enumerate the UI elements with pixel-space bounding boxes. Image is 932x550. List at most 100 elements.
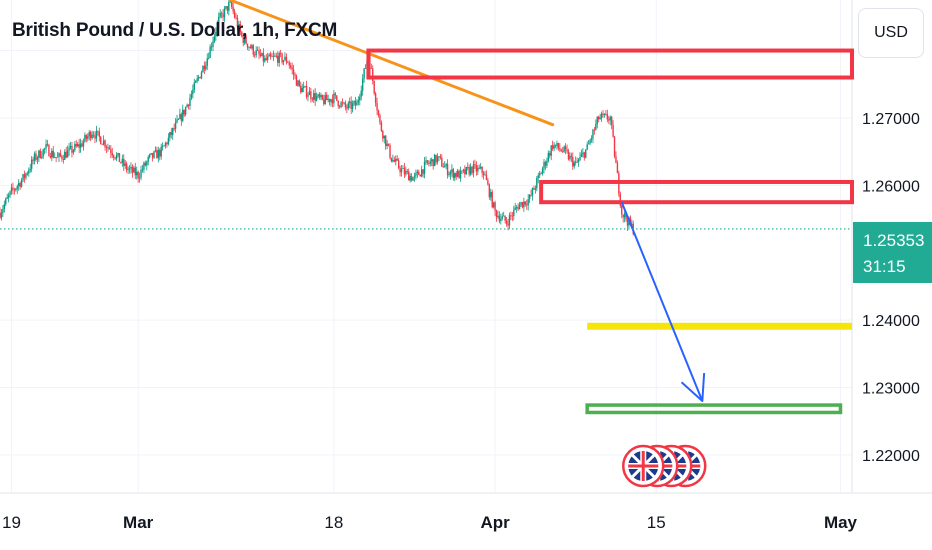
candle-body (117, 153, 119, 156)
x-tick-label: Mar (123, 513, 154, 532)
candle-body (586, 144, 588, 150)
candle-body (370, 68, 373, 69)
candle-body (583, 152, 586, 158)
currency-button[interactable]: USD (858, 8, 924, 58)
candle-body (190, 94, 193, 99)
candle-body (541, 168, 544, 174)
candle-body (341, 102, 344, 104)
candle-body (218, 16, 220, 23)
candle-body (373, 81, 375, 94)
candle-body (205, 65, 207, 70)
candle-body (549, 153, 551, 156)
candle-body (432, 159, 434, 167)
uk-flag-icon[interactable] (621, 444, 665, 488)
candle-body (147, 157, 149, 162)
candle-body (569, 155, 571, 160)
last-price-tag: 1.25353 31:15 (853, 222, 932, 283)
candle-body (186, 104, 188, 108)
candle-body (265, 58, 267, 60)
candle-body (266, 56, 269, 60)
candle-body (490, 191, 492, 198)
candle-body (605, 113, 607, 115)
candle-body (379, 115, 381, 123)
candle-body (243, 36, 246, 43)
candle-body (41, 156, 43, 158)
candle-body (87, 136, 89, 139)
candle-body (104, 140, 106, 148)
candle-body (35, 153, 37, 160)
y-tick-label: 1.24000 (862, 313, 920, 330)
candle-body (321, 95, 324, 100)
candle-body (23, 174, 26, 178)
candle-body (298, 80, 301, 86)
candle-body (161, 146, 164, 147)
candle-body (531, 188, 534, 196)
candle-body (550, 145, 552, 156)
candle-countdown: 31:15 (863, 257, 906, 276)
candle-body (61, 155, 63, 159)
candle-body (203, 65, 206, 70)
candle-body (334, 93, 337, 96)
candle-body (435, 154, 437, 163)
candle-body (349, 101, 351, 104)
candle-body (2, 209, 4, 213)
candle-body (157, 149, 160, 159)
candle-body (482, 172, 485, 175)
event-icons[interactable] (621, 444, 707, 488)
candle-body (444, 166, 446, 168)
candle-body (461, 170, 463, 172)
candle-body (268, 54, 270, 57)
candle-body (328, 98, 331, 103)
candle-body (269, 54, 272, 57)
candle-body (514, 207, 516, 210)
candle-body (275, 55, 278, 57)
candle-body (64, 151, 66, 160)
candle-body (166, 142, 168, 145)
candle-body (577, 159, 580, 163)
candle-body (110, 149, 112, 153)
candle-body (130, 166, 132, 169)
candle-body (91, 134, 93, 139)
candle-body (277, 55, 279, 63)
candle-body (271, 56, 273, 58)
candle-body (420, 169, 423, 177)
candle-body (154, 150, 157, 152)
candle-body (372, 68, 374, 82)
candle-body (346, 107, 348, 109)
candle-body (223, 8, 226, 18)
candle-body (530, 195, 532, 196)
candle-body (225, 6, 227, 9)
candle-body (261, 52, 263, 57)
candle-body (98, 131, 101, 137)
candle-body (418, 171, 420, 175)
candle-body (137, 171, 139, 179)
candle-body (236, 18, 239, 28)
candle-body (622, 214, 624, 218)
candle-body (36, 157, 39, 160)
candle-body (249, 46, 252, 49)
candle-body (560, 149, 562, 152)
candle-body (576, 161, 578, 163)
candle-body (631, 223, 633, 225)
candle-body (403, 168, 406, 175)
candle-body (193, 82, 195, 90)
candle-body (172, 128, 174, 135)
x-axis: 19 Mar 18 Apr 15 May (2, 513, 858, 532)
candle-body (295, 75, 298, 86)
candle-body (386, 143, 388, 146)
candle-body (55, 157, 57, 159)
candle-body (524, 201, 527, 205)
candle-body (503, 215, 505, 217)
candle-body (212, 41, 214, 47)
candle-body (324, 94, 326, 105)
candle-body (402, 168, 404, 169)
candle-body (58, 153, 60, 157)
candle-body (174, 122, 177, 129)
candle-body (246, 43, 249, 48)
candle-body (582, 152, 584, 154)
x-tick-label: May (824, 513, 858, 532)
candle-body (612, 124, 614, 137)
candle-body (325, 94, 328, 101)
candle-body (26, 173, 29, 175)
